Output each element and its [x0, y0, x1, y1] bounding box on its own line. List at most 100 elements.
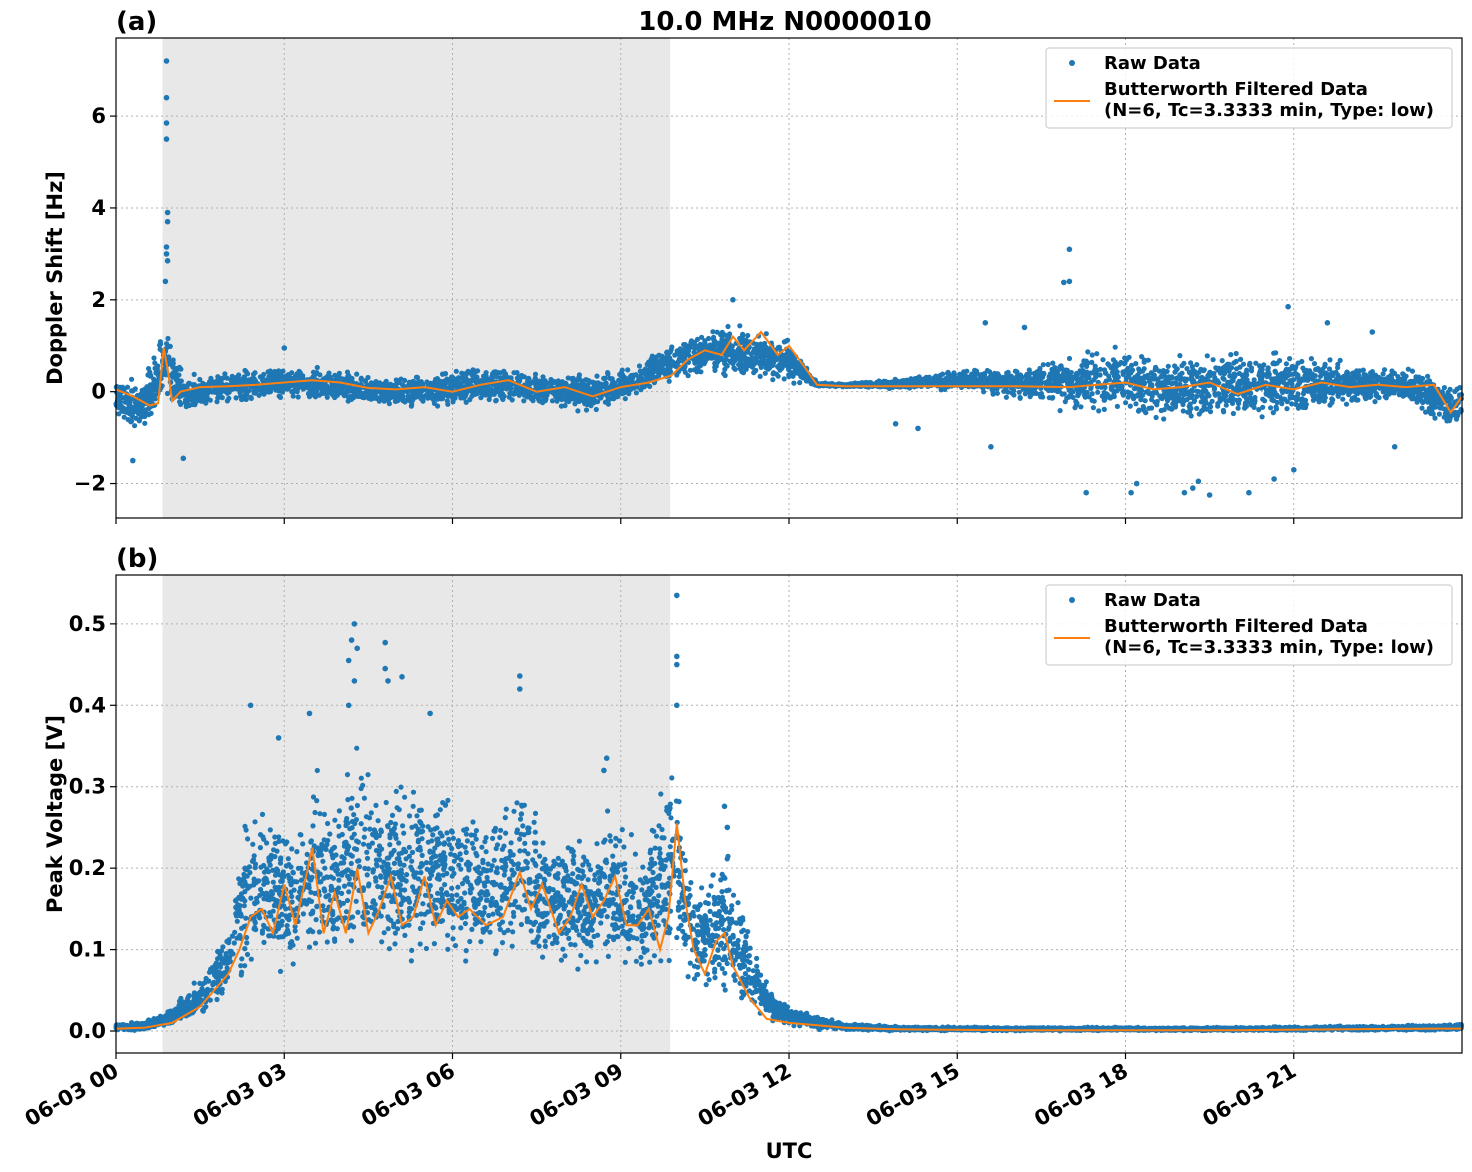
raw-point: [601, 375, 607, 381]
raw-point: [666, 378, 672, 384]
raw-point: [518, 374, 525, 380]
raw-point: [584, 387, 590, 393]
raw-point: [791, 369, 797, 375]
raw-point: [1089, 391, 1095, 397]
raw-point: [1184, 389, 1190, 395]
raw-point: [145, 394, 151, 400]
raw-point: [220, 375, 226, 381]
raw-point: [1335, 379, 1341, 385]
raw-point: [488, 386, 494, 392]
raw-point: [745, 332, 751, 339]
raw-point: [1092, 367, 1098, 373]
raw-point: [1097, 372, 1103, 378]
raw-point: [1367, 389, 1373, 395]
raw-point: [735, 350, 741, 356]
raw-point: [1322, 361, 1328, 367]
raw-point: [1204, 353, 1210, 359]
raw-point: [680, 352, 687, 359]
raw-point: [699, 334, 705, 340]
raw-point: [1089, 352, 1095, 358]
raw-point: [1300, 404, 1306, 410]
raw-point: [478, 395, 484, 401]
raw-point: [1268, 405, 1274, 411]
raw-point: [1100, 357, 1106, 363]
raw-point: [1057, 408, 1063, 414]
raw-point: [1140, 404, 1146, 410]
raw-point: [1194, 362, 1200, 368]
raw-point: [146, 412, 152, 418]
raw-point: [1391, 387, 1397, 394]
raw-point: [151, 355, 157, 361]
raw-point: [594, 373, 600, 379]
raw-point: [675, 350, 681, 356]
raw-point: [224, 398, 230, 404]
raw-point: [973, 368, 980, 374]
raw-point: [1066, 355, 1073, 362]
raw-point: [1211, 386, 1217, 392]
raw-point: [1050, 394, 1056, 401]
raw-point: [1180, 401, 1186, 408]
raw-point: [1120, 392, 1126, 398]
raw-point: [1043, 379, 1049, 386]
raw-point: [762, 370, 768, 376]
raw-point: [1112, 344, 1118, 350]
raw-point: [605, 401, 612, 407]
raw-point: [770, 377, 776, 383]
raw-point: [1363, 396, 1369, 402]
raw-point: [1238, 356, 1244, 362]
raw-point: [1237, 364, 1243, 370]
raw-point: [691, 367, 698, 373]
raw-point: [348, 396, 354, 402]
raw-point: [763, 351, 770, 357]
raw-point: [737, 323, 743, 329]
raw-point: [140, 412, 147, 418]
raw-point: [1429, 407, 1435, 413]
raw-point: [922, 380, 928, 386]
raw-point: [1082, 394, 1088, 400]
raw-point: [1283, 361, 1289, 367]
raw-point: [1302, 373, 1308, 379]
raw-point: [1004, 388, 1010, 395]
raw-point: [1111, 393, 1117, 400]
raw-point: [259, 390, 265, 396]
raw-point: [1343, 401, 1350, 407]
raw-point: [445, 401, 451, 407]
raw-point: [1444, 418, 1450, 424]
raw-point: [1216, 365, 1222, 371]
raw-point: [261, 378, 268, 384]
raw-point: [1259, 414, 1265, 420]
raw-point: [1190, 377, 1196, 383]
raw-point: [126, 403, 132, 409]
raw-point: [1057, 364, 1063, 370]
raw-point: [125, 417, 131, 423]
raw-point: [1084, 374, 1090, 380]
raw-point: [555, 378, 561, 384]
raw-point: [682, 342, 688, 348]
raw-point: [1247, 360, 1253, 366]
raw-point: [669, 344, 675, 350]
raw-point: [1123, 400, 1129, 406]
raw-point: [493, 398, 499, 404]
raw-point: [595, 381, 601, 388]
raw-point: [458, 395, 464, 401]
raw-point: [392, 398, 398, 404]
raw-point: [222, 371, 228, 377]
raw-point: [295, 384, 301, 391]
raw-point: [1428, 401, 1435, 407]
raw-point: [1014, 369, 1020, 375]
raw-point: [253, 390, 259, 396]
raw-point: [1297, 396, 1303, 402]
raw-point: [470, 367, 476, 373]
raw-point: [1194, 405, 1200, 411]
raw-point: [1375, 394, 1381, 400]
raw-point: [436, 381, 442, 387]
raw-point: [1050, 367, 1056, 373]
raw-point: [1182, 378, 1189, 384]
raw-point: [692, 357, 698, 363]
raw-point: [1145, 357, 1151, 363]
raw-point: [1207, 373, 1213, 379]
raw-point: [1181, 360, 1187, 366]
raw-point: [295, 394, 301, 400]
raw-point: [370, 388, 376, 395]
raw-point: [591, 400, 597, 406]
